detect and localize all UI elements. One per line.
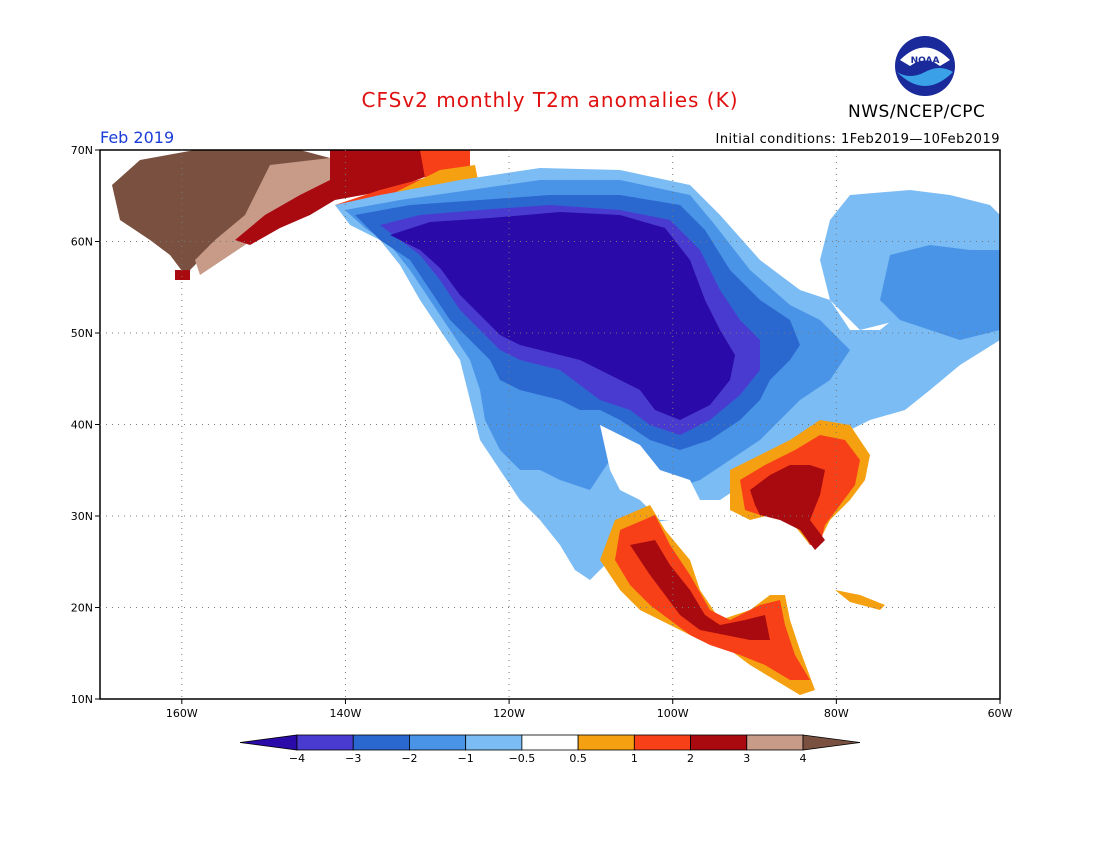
colorbar-segment — [633, 734, 691, 751]
colorbar-segment — [352, 734, 410, 751]
colorbar-segment — [296, 734, 354, 751]
colorbar-segment — [577, 734, 635, 751]
lat-label: 20N — [71, 602, 93, 615]
axis-ticks: 70N 60N 50N 40N 30N 20N 10N 160W 140W 120W 100W 80W… — [71, 144, 1013, 720]
colorbar-label: 2 — [687, 752, 694, 765]
lon-label: 60W — [988, 707, 1013, 720]
colorbar-high-arrow — [802, 734, 861, 751]
colorbar-segment — [690, 734, 748, 751]
colorbar-label: −1 — [458, 752, 474, 765]
organization-label: NWS/NCEP/CPC — [848, 102, 986, 122]
initial-conditions-label: Initial conditions: 1Feb2019—10Feb2019 — [715, 132, 1000, 147]
noaa-logo-text: NOAA — [911, 56, 940, 66]
lat-label: 60N — [71, 236, 93, 249]
lat-label: 30N — [71, 510, 93, 523]
gridlines — [100, 150, 1000, 699]
colorbar-segment — [409, 734, 467, 751]
lon-label: 120W — [493, 707, 525, 720]
colorbar-label: −0.5 — [509, 752, 536, 765]
cold-ne-mid — [880, 245, 1000, 340]
mexico-warm-red — [630, 540, 770, 640]
colorbar-label: −3 — [345, 752, 361, 765]
lat-label: 40N — [71, 419, 93, 432]
alaska-red-band — [235, 150, 430, 245]
colorbar-segment — [465, 734, 523, 751]
lat-label: 10N — [71, 693, 93, 706]
colorbar-label: −2 — [401, 752, 417, 765]
lon-label: 140W — [330, 707, 362, 720]
valid-month-label: Feb 2019 — [100, 128, 175, 147]
lat-label: 70N — [71, 144, 93, 157]
southeast-warm-red — [750, 465, 825, 550]
colorbar-label: 1 — [631, 752, 638, 765]
colorbar-segment — [521, 734, 579, 751]
colorbar-label: 0.5 — [569, 752, 587, 765]
colorbar-label: 4 — [800, 752, 807, 765]
caribbean-warm — [835, 590, 885, 610]
lon-label: 160W — [166, 707, 198, 720]
cold-core — [390, 212, 735, 420]
colorbar-low-arrow — [239, 734, 298, 751]
colorbar: −4 −3 −2 −1 −0.5 0.5 1 2 3 4 — [239, 734, 861, 765]
anomaly-field — [112, 150, 1000, 695]
lon-label: 100W — [657, 707, 689, 720]
colorbar-label: 3 — [743, 752, 750, 765]
colorbar-segment — [746, 734, 804, 751]
lat-label: 50N — [71, 327, 93, 340]
neutral-southwest — [600, 425, 700, 520]
lon-label: 80W — [824, 707, 849, 720]
map-title: CFSv2 monthly T2m anomalies (K) — [361, 88, 739, 112]
noaa-logo: NOAA — [895, 36, 955, 96]
colorbar-label: −4 — [289, 752, 305, 765]
